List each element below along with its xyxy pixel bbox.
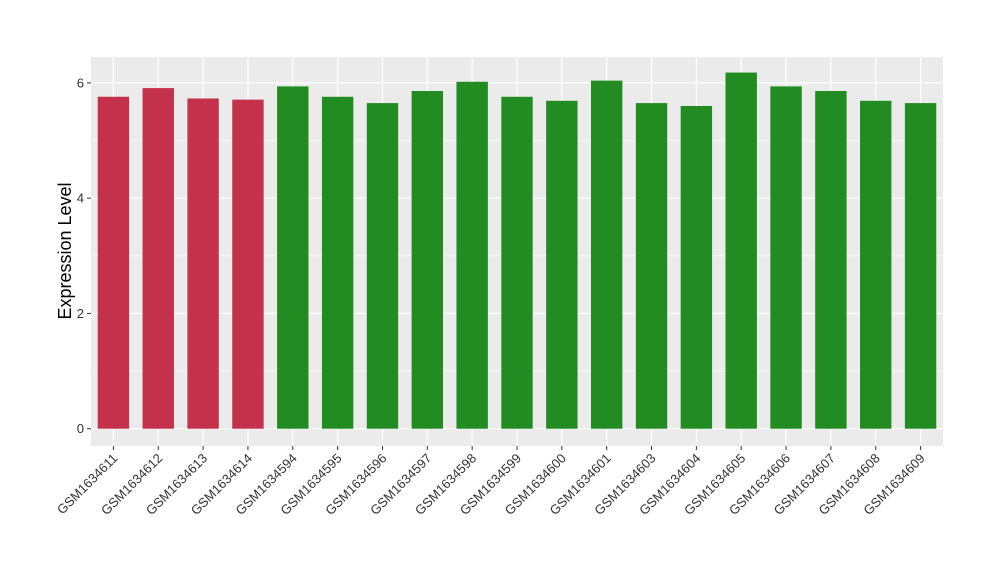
bar-GSM1634600	[546, 100, 578, 429]
bar-GSM1634596	[366, 103, 399, 429]
bar-GSM1634609	[904, 103, 937, 429]
x-axis: GSM1634611GSM1634612GSM1634613GSM1634614…	[54, 446, 928, 518]
bar-GSM1634603	[635, 103, 668, 429]
bar-GSM1634598	[456, 81, 488, 429]
bar-GSM1634595	[321, 96, 354, 429]
bar-GSM1634614	[232, 99, 264, 429]
bars	[97, 72, 937, 429]
bar-GSM1634612	[142, 88, 174, 429]
y-tick-label: 0	[77, 421, 84, 436]
bar-GSM1634599	[501, 96, 533, 429]
bar-GSM1634597	[411, 91, 444, 429]
bar-GSM1634605	[725, 72, 757, 429]
y-tick-label: 4	[77, 191, 84, 206]
bar-GSM1634601	[590, 80, 623, 429]
bar-GSM1634611	[97, 96, 130, 429]
bar-GSM1634594	[277, 86, 309, 429]
bar-GSM1634606	[770, 86, 802, 429]
y-axis: 0 2 4 6	[77, 75, 91, 436]
bar-GSM1634604	[680, 105, 713, 429]
bar-GSM1634607	[815, 91, 847, 429]
y-axis-title: Expression Level	[55, 182, 75, 319]
y-tick-label: 2	[77, 306, 84, 321]
y-tick-label: 6	[77, 75, 84, 90]
bar-GSM1634613	[187, 98, 219, 429]
bar-GSM1634608	[860, 100, 892, 429]
